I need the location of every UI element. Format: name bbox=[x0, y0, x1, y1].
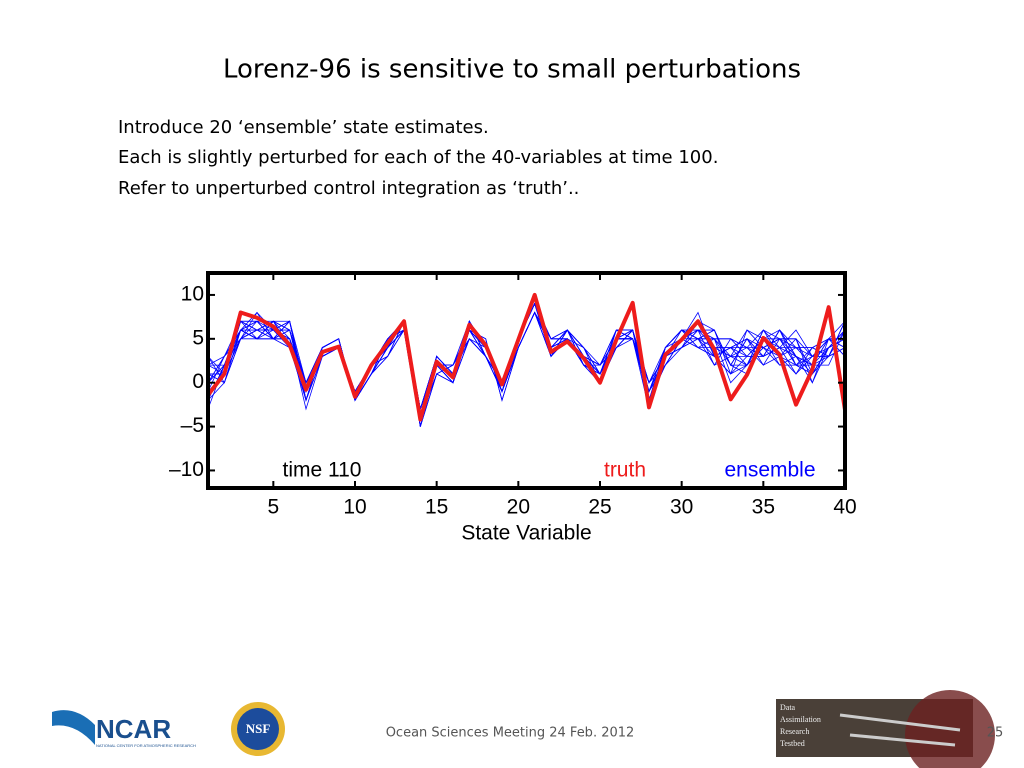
y-tick-label: 5 bbox=[192, 326, 204, 349]
nsf-logo: NSF bbox=[231, 702, 285, 756]
slide-title: Lorenz-96 is sensitive to small perturba… bbox=[223, 55, 801, 85]
body-line: Refer to unperturbed control integration… bbox=[118, 178, 579, 199]
legend-entry: truth bbox=[604, 459, 646, 482]
legend-entry: ensemble bbox=[724, 459, 815, 482]
y-tick-label: 0 bbox=[192, 370, 204, 393]
x-tick-label: 10 bbox=[343, 496, 366, 519]
x-tick-label: 40 bbox=[833, 496, 856, 519]
footer-text: Ocean Sciences Meeting 24 Feb. 2012 bbox=[386, 726, 635, 741]
nsf-text: NSF bbox=[246, 721, 271, 736]
dart bbox=[839, 713, 961, 732]
x-tick-label: 25 bbox=[588, 496, 611, 519]
dart-text: Research bbox=[780, 727, 809, 736]
dart-text: Data bbox=[780, 703, 796, 712]
x-tick-label: 15 bbox=[425, 496, 448, 519]
y-tick-label: 10 bbox=[181, 282, 204, 305]
page-number: 25 bbox=[987, 726, 1004, 741]
x-tick-label: 20 bbox=[507, 496, 530, 519]
dart-text: Testbed bbox=[780, 739, 805, 748]
dart-logo: Data Assimilation Research Testbed bbox=[776, 690, 995, 768]
x-tick-label: 5 bbox=[267, 496, 279, 519]
x-tick-label: 35 bbox=[752, 496, 775, 519]
plot-frame bbox=[206, 271, 847, 490]
annotation: time 110 bbox=[283, 459, 362, 482]
chart: –10 –5 0 5 10 5 10 15 20 25 30 35 40 State Variable ti… bbox=[169, 271, 857, 545]
x-tick-label: 30 bbox=[670, 496, 693, 519]
body-line: Each is slightly perturbed for each of t… bbox=[118, 147, 718, 168]
dart bbox=[849, 733, 956, 747]
ncar-logo: NCAR NATIONAL CENTER FOR ATMOSPHERIC RES… bbox=[52, 710, 196, 748]
ncar-subtext: NATIONAL CENTER FOR ATMOSPHERIC RESEARCH bbox=[96, 743, 196, 748]
x-axis-label: State Variable bbox=[461, 522, 591, 545]
ncar-swoosh bbox=[52, 710, 95, 745]
dart-text: Assimilation bbox=[780, 715, 821, 724]
y-tick-label: –10 bbox=[169, 458, 204, 481]
ncar-text: NCAR bbox=[96, 714, 171, 744]
body-line: Introduce 20 ‘ensemble’ state estimates. bbox=[118, 117, 489, 138]
truth-line bbox=[206, 292, 847, 422]
nsf-disc bbox=[237, 708, 279, 750]
y-tick-label: –5 bbox=[181, 414, 204, 437]
